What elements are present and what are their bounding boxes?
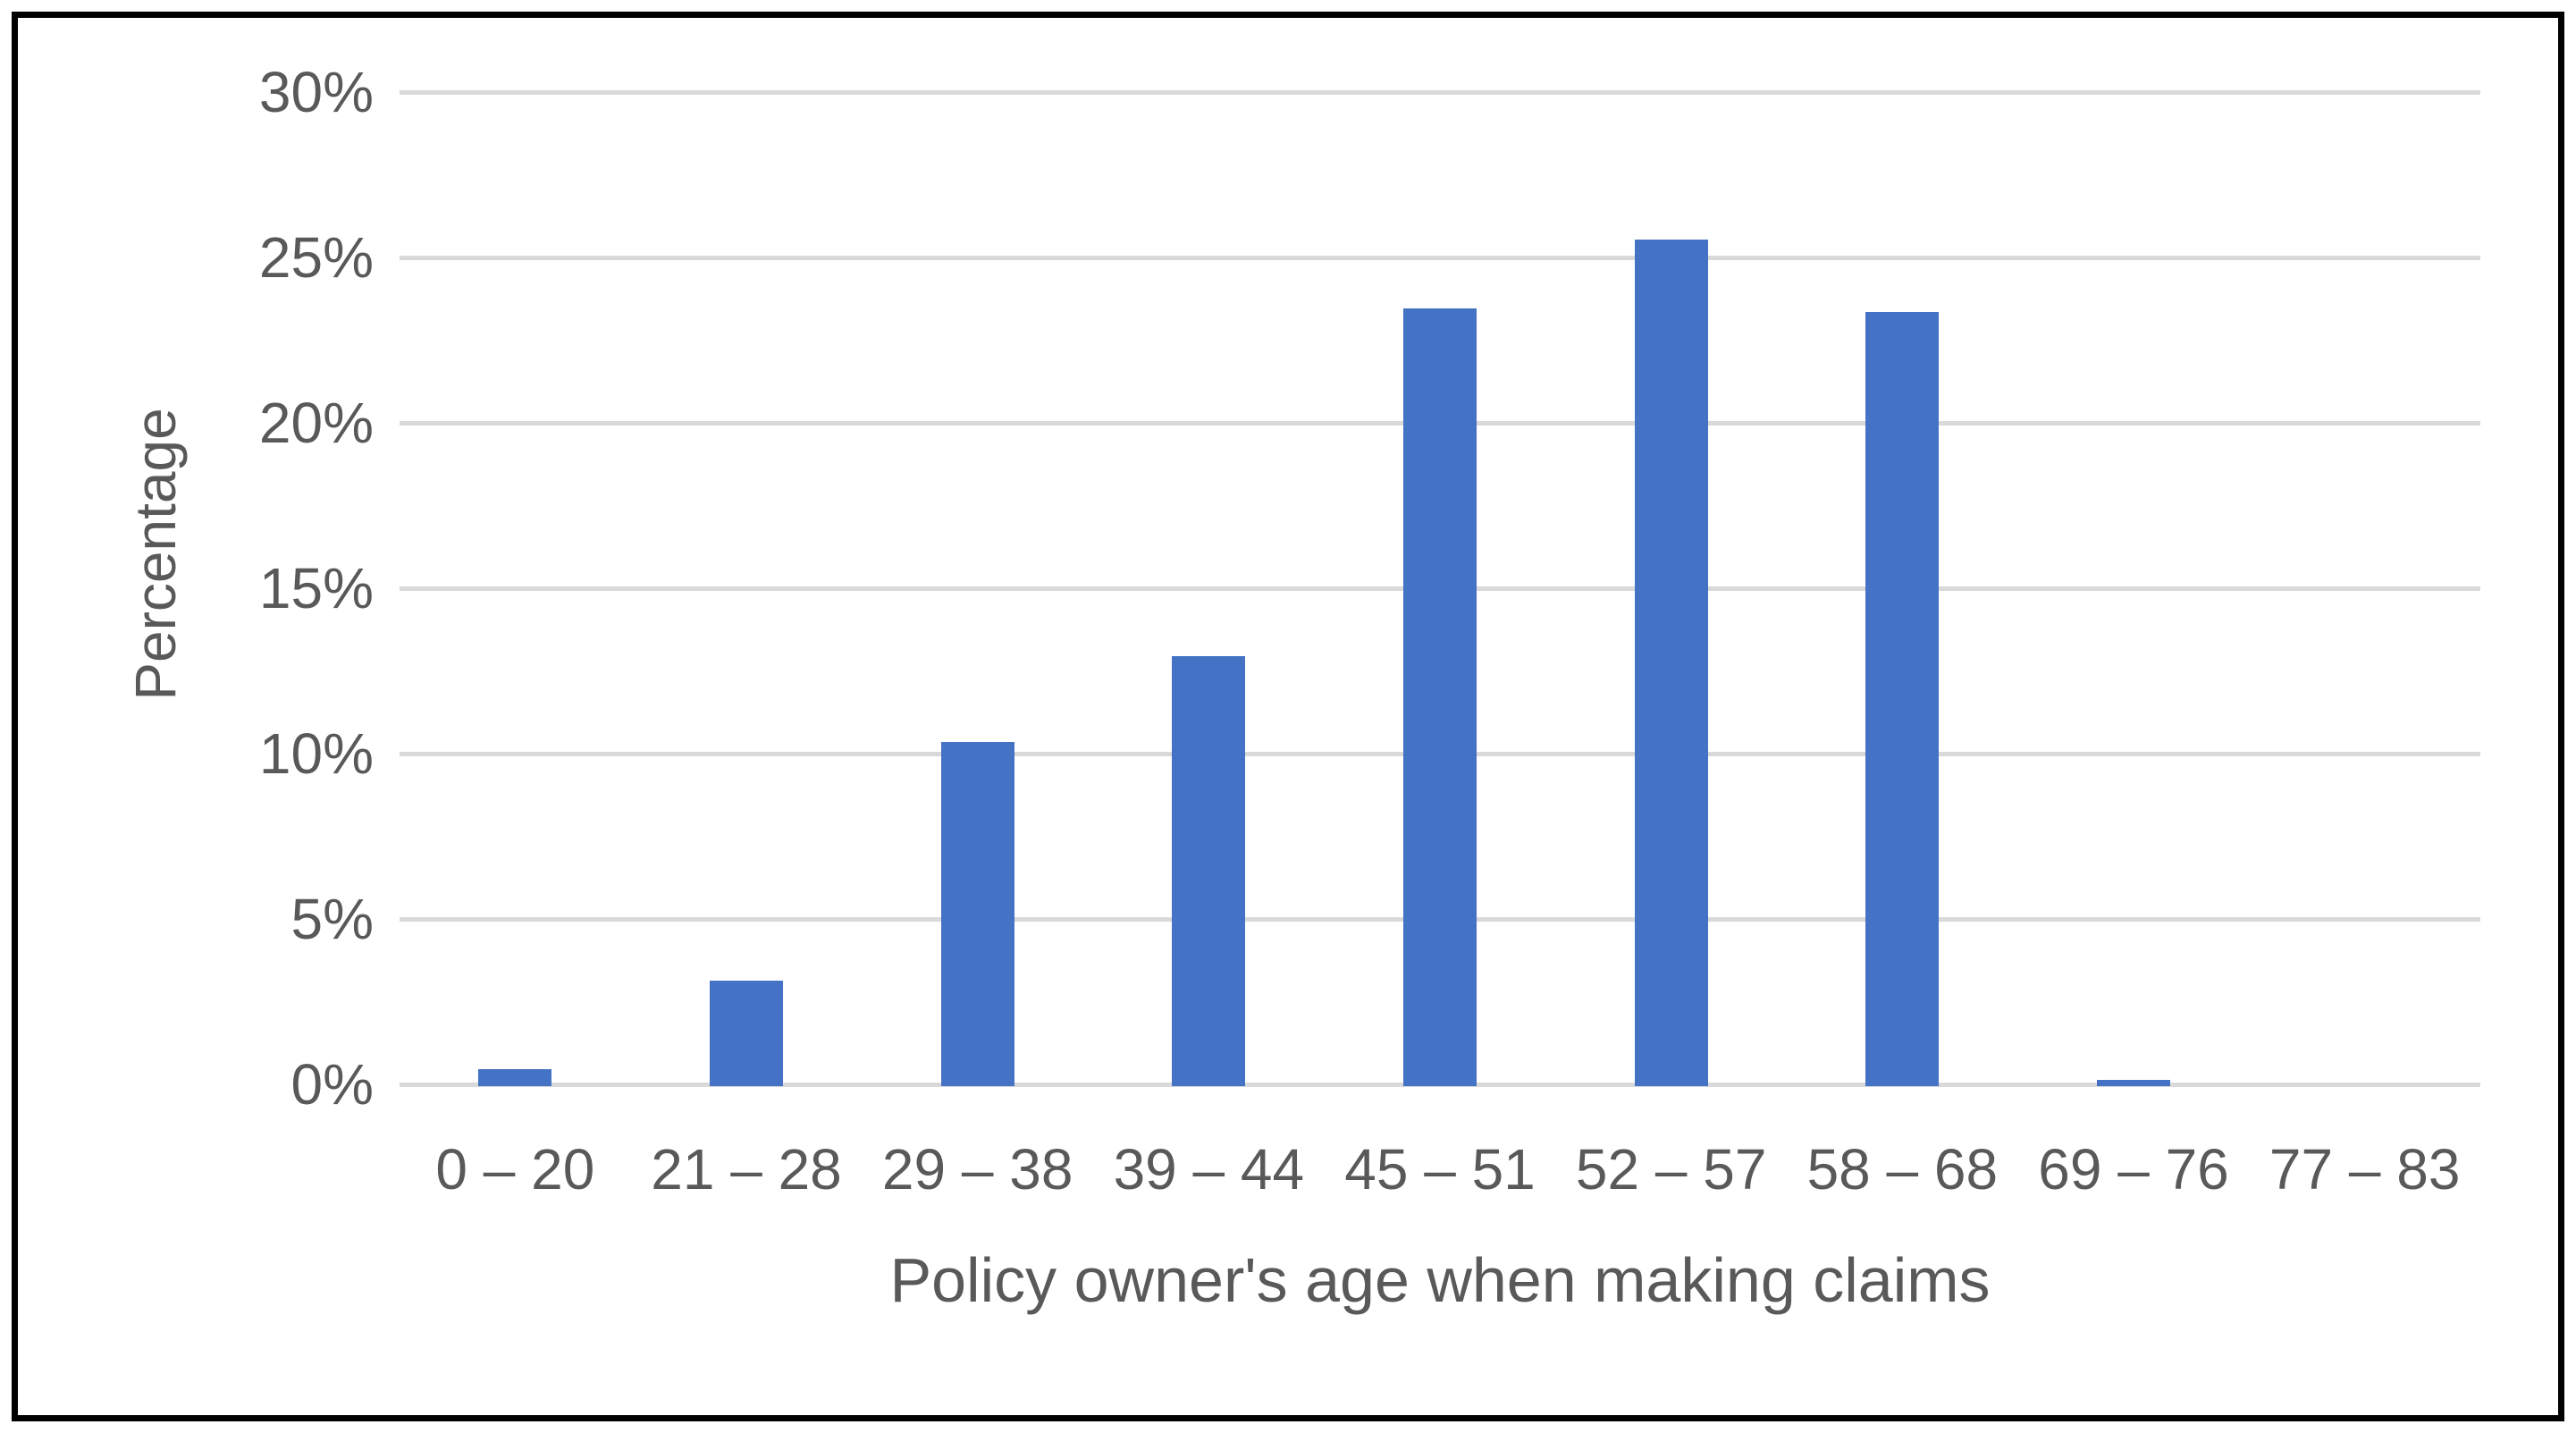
- y-axis-tick-label: 0%: [290, 1052, 375, 1117]
- bar: [2097, 1080, 2170, 1086]
- x-axis-tick-label: 58 – 68: [1806, 1137, 1999, 1201]
- x-axis-tick-label: 29 – 38: [881, 1137, 1073, 1201]
- bar: [1634, 240, 1708, 1086]
- y-axis-tick-label: 25%: [258, 225, 374, 290]
- bar: [478, 1069, 552, 1086]
- y-axis-tick-label: 5%: [290, 887, 375, 951]
- y-axis-tick-label: 20%: [258, 391, 374, 455]
- x-axis-tick-label: 39 – 44: [1113, 1137, 1305, 1201]
- x-axis-title: Policy owner's age when making claims: [889, 1245, 1991, 1315]
- y-axis-title: Percentage: [123, 408, 188, 701]
- x-axis-tick-label: 21 – 28: [651, 1137, 842, 1201]
- x-axis-tick-label: 69 – 76: [2038, 1137, 2229, 1201]
- y-axis-tick-label: 10%: [258, 721, 374, 786]
- bar: [940, 742, 1014, 1086]
- bar: [710, 981, 783, 1086]
- x-axis-tick-label: 77 – 83: [2269, 1137, 2461, 1201]
- x-axis-tick-label: 52 – 57: [1575, 1137, 1767, 1201]
- bar: [1865, 312, 1940, 1086]
- x-axis-tick-label: 45 – 51: [1344, 1137, 1536, 1201]
- y-axis-tick-label: 30%: [258, 60, 374, 124]
- plot-area: [400, 89, 2480, 1087]
- bar: [1172, 656, 1246, 1086]
- gridline: [400, 89, 2480, 95]
- x-axis-tick-label: 0 – 20: [435, 1137, 595, 1201]
- bar: [1403, 308, 1477, 1086]
- gridline: [400, 255, 2480, 260]
- y-axis-tick-label: 15%: [258, 556, 374, 620]
